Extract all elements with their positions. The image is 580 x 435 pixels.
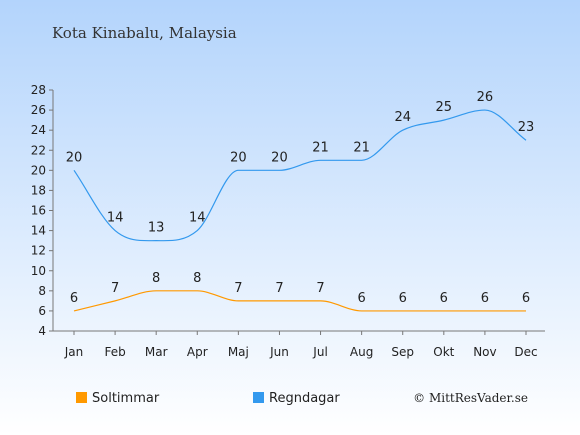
- data-label: 6: [70, 291, 78, 306]
- y-tick-label: 18: [31, 183, 46, 197]
- y-tick-label: 22: [31, 143, 46, 157]
- legend-label-0: Soltimmar: [92, 391, 160, 406]
- data-label: 13: [148, 221, 165, 236]
- axes: 4 6 8 10 12 14 16 18 20 22 24 26 28 Jan Feb Mar Apr Maj Ju…: [31, 83, 545, 359]
- y-tick-label: 12: [31, 244, 46, 258]
- data-label: 7: [111, 281, 119, 296]
- x-tick-label: Mar: [145, 345, 168, 359]
- data-label: 6: [522, 291, 530, 306]
- x-tick-label: Jun: [269, 345, 289, 359]
- y-tick-label: 6: [38, 304, 46, 318]
- y-tick-label: 28: [31, 83, 46, 97]
- data-label: 7: [234, 281, 242, 296]
- y-tick-label: 10: [31, 264, 46, 278]
- y-tick-label: 8: [38, 284, 46, 298]
- x-tick-label: Apr: [187, 345, 208, 359]
- chart-title: Kota Kinabalu, Malaysia: [52, 24, 237, 42]
- data-label: 24: [394, 110, 411, 125]
- credit-text: © MittResVader.se: [413, 391, 528, 405]
- y-tick-label: 20: [31, 163, 46, 177]
- series-layer: [73, 109, 527, 312]
- series-line-0: [73, 290, 526, 312]
- x-tick-label: Jul: [312, 345, 327, 359]
- x-tick-label: Maj: [228, 345, 249, 359]
- data-label: 6: [440, 291, 448, 306]
- data-label: 25: [436, 100, 453, 115]
- data-label: 14: [189, 211, 206, 226]
- x-tick-label: Dec: [514, 345, 537, 359]
- y-tick-label: 14: [31, 224, 46, 238]
- data-label: 7: [275, 281, 283, 296]
- x-tick-label: Okt: [433, 345, 454, 359]
- y-tick-label: 26: [31, 103, 46, 117]
- data-label: 8: [193, 271, 201, 286]
- data-label: 8: [152, 271, 160, 286]
- legend-swatch-1: [253, 392, 264, 403]
- data-label: 21: [312, 140, 329, 155]
- x-tick-label: Aug: [350, 345, 373, 359]
- data-label: 23: [518, 120, 535, 135]
- data-label: 6: [357, 291, 365, 306]
- data-label: 20: [66, 150, 83, 165]
- x-tick-label: Nov: [473, 345, 496, 359]
- data-label: 20: [271, 150, 288, 165]
- x-tick-label: Jan: [64, 345, 84, 359]
- data-label: 21: [353, 140, 370, 155]
- legend-swatch-0: [76, 392, 87, 403]
- series-line-1: [73, 109, 527, 242]
- x-tick-label: Feb: [104, 345, 125, 359]
- y-tick-label: 24: [31, 123, 46, 137]
- y-tick-label: 16: [31, 204, 46, 218]
- data-label: 6: [399, 291, 407, 306]
- data-label: 14: [107, 211, 124, 226]
- data-label: 26: [477, 90, 494, 105]
- legend: Soltimmar Regndagar: [76, 391, 340, 406]
- y-tick-label: 4: [38, 324, 46, 338]
- data-label: 6: [481, 291, 489, 306]
- data-labels: 6 7 8 8 7 7 7 6 6 6 6 6 20 14 13 14 20 20 21 21 24 25 26 23: [66, 90, 535, 306]
- x-tick-label: Sep: [391, 345, 414, 359]
- data-label: 20: [230, 150, 247, 165]
- legend-label-1: Regndagar: [269, 391, 340, 406]
- data-label: 7: [316, 281, 324, 296]
